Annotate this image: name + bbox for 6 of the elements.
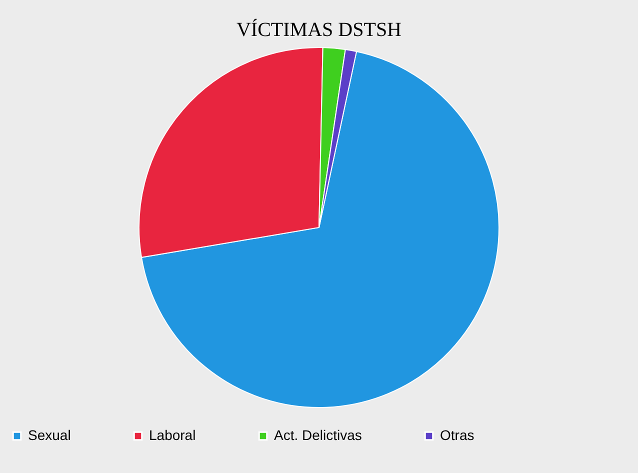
pie-slice: [141, 50, 500, 408]
legend-label: Act. Delictivas: [274, 427, 362, 443]
legend-label: Sexual: [28, 427, 71, 443]
legend-label: Otras: [440, 427, 474, 443]
legend-label: Laboral: [149, 427, 196, 443]
chart-title: VÍCTIMAS DSTSH: [236, 18, 402, 41]
